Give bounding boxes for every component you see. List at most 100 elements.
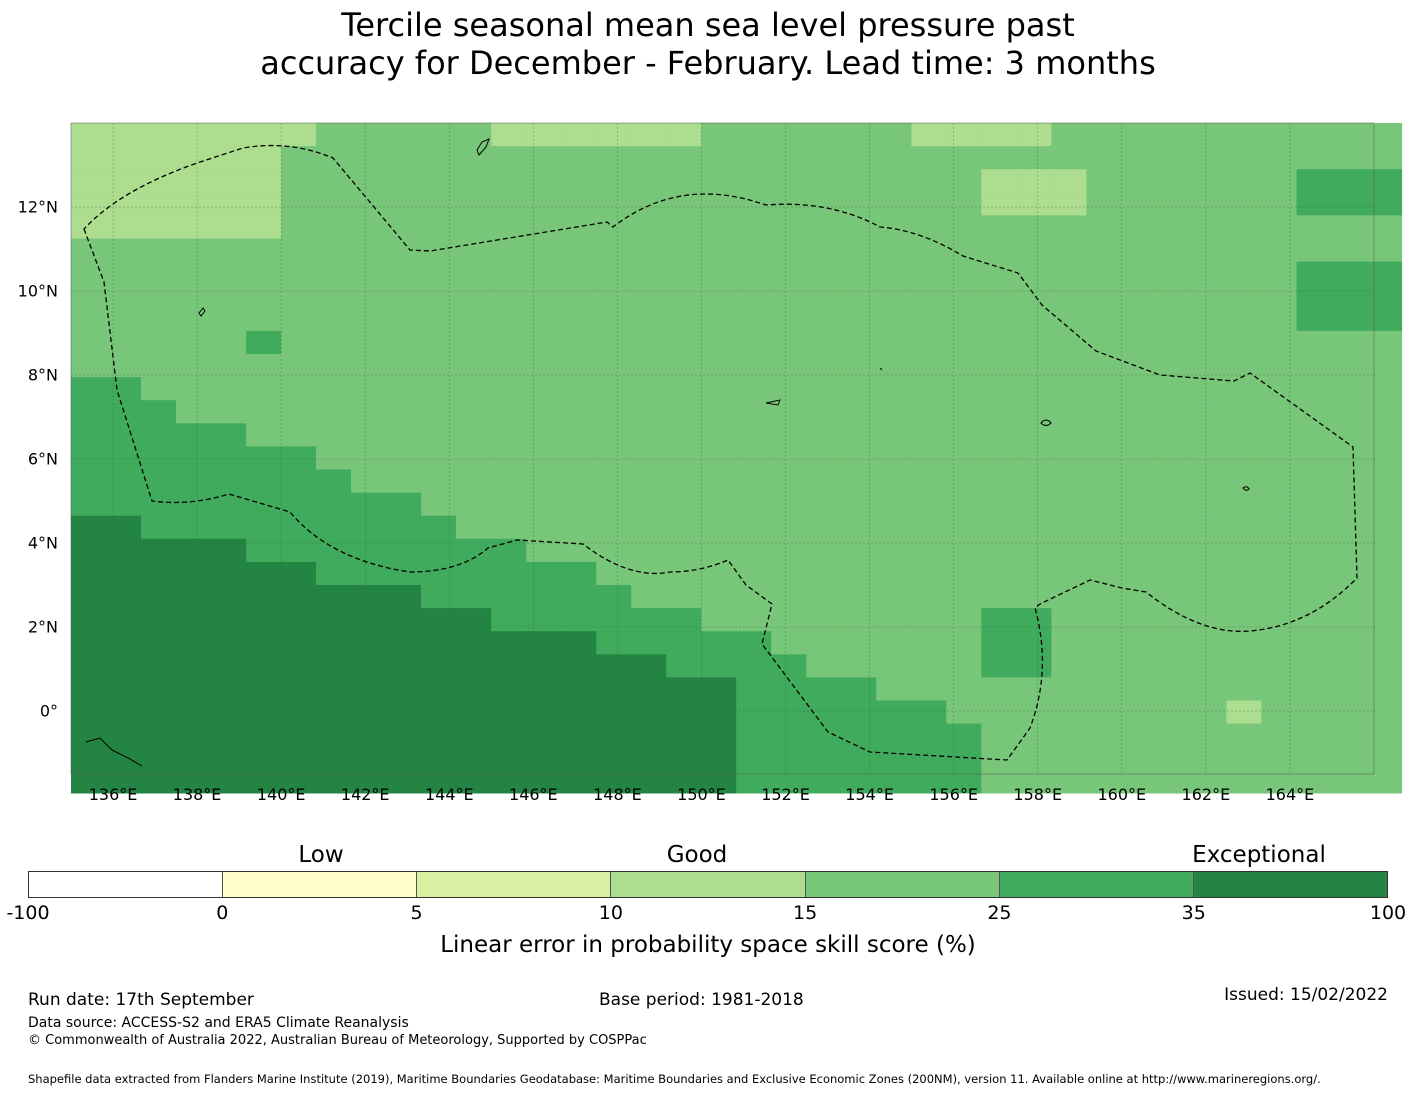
skill-cell xyxy=(701,677,737,702)
skill-cell xyxy=(141,492,177,517)
skill-cell xyxy=(71,261,107,286)
skill-cell xyxy=(806,538,842,563)
skill-cell xyxy=(386,446,422,471)
skill-cell xyxy=(1296,215,1333,240)
skill-cell xyxy=(1121,677,1157,702)
skill-cell xyxy=(561,146,597,170)
skill-cell xyxy=(316,469,352,494)
skill-cell xyxy=(841,261,877,286)
skill-cell xyxy=(736,146,772,170)
skill-cell xyxy=(771,446,807,471)
skill-cell xyxy=(1331,746,1368,771)
skill-cell xyxy=(701,585,737,609)
skill-cell xyxy=(981,746,1017,771)
skill-cell xyxy=(1226,515,1262,540)
skill-cell xyxy=(806,261,842,286)
skill-cell xyxy=(491,146,527,170)
skill-cell xyxy=(106,561,142,586)
skill-cell xyxy=(1156,261,1192,286)
skill-cell xyxy=(421,330,457,355)
skill-cell xyxy=(316,746,352,771)
skill-cell xyxy=(386,608,422,632)
skill-cell xyxy=(351,561,387,586)
skill-cell xyxy=(491,654,527,678)
skill-cell xyxy=(421,469,457,494)
skill-cell xyxy=(1191,284,1227,309)
skill-cell xyxy=(456,215,492,240)
skill-cell xyxy=(631,330,667,355)
skill-cell xyxy=(141,723,177,748)
skill-cell xyxy=(421,284,457,309)
skill-cell xyxy=(736,423,772,447)
longitude-tick: 156°E xyxy=(929,785,978,804)
skill-cell xyxy=(386,307,422,332)
skill-cell xyxy=(806,377,842,401)
colorbar-segment xyxy=(223,872,418,897)
skill-cell xyxy=(1191,354,1227,378)
skill-cell xyxy=(1156,515,1192,540)
skill-cell xyxy=(211,492,247,517)
skill-cell xyxy=(456,284,492,309)
skill-cell xyxy=(736,769,772,794)
skill-cell xyxy=(211,330,247,355)
skill-cell xyxy=(1331,169,1368,193)
skill-cell xyxy=(526,307,562,332)
skill-cell xyxy=(1296,608,1333,632)
skill-cell xyxy=(946,538,982,563)
skill-cell xyxy=(701,631,737,655)
colorbar-tick: -100 xyxy=(6,902,50,924)
skill-cell xyxy=(141,354,177,378)
skill-cell xyxy=(491,608,527,632)
skill-cell xyxy=(596,469,632,494)
skill-cell xyxy=(1016,446,1052,471)
skill-cell xyxy=(176,608,212,632)
skill-cell xyxy=(1086,608,1122,632)
skill-cell xyxy=(771,423,807,447)
colorbar-tick: 0 xyxy=(216,902,229,924)
skill-cell xyxy=(246,215,282,240)
skill-cell xyxy=(806,192,842,216)
skill-cell xyxy=(1086,515,1122,540)
skill-cell xyxy=(491,492,527,517)
skill-cell xyxy=(631,700,667,725)
skill-cell xyxy=(1051,746,1087,771)
skill-cell xyxy=(141,608,177,632)
skill-cell xyxy=(1121,515,1157,540)
skill-cell xyxy=(176,261,212,286)
skill-cell xyxy=(806,654,842,678)
skill-cell xyxy=(386,261,422,286)
skill-cell xyxy=(841,215,877,240)
skill-cell xyxy=(1366,723,1403,748)
skill-cell xyxy=(876,284,912,309)
skill-cell xyxy=(211,469,247,494)
longitude-tick: 154°E xyxy=(845,785,894,804)
skill-cell xyxy=(106,654,142,678)
skill-cell xyxy=(491,723,527,748)
skill-cell xyxy=(1366,307,1403,332)
skill-cell xyxy=(1296,631,1333,655)
skill-cell xyxy=(1261,585,1297,609)
skill-cell xyxy=(1016,654,1052,678)
skill-cell xyxy=(561,746,597,771)
skill-cell xyxy=(71,608,107,632)
skill-cell xyxy=(1366,354,1403,378)
skill-cell xyxy=(386,377,422,401)
skill-cell xyxy=(1121,123,1157,147)
skill-cell xyxy=(596,377,632,401)
skill-cell xyxy=(981,469,1017,494)
skill-cell xyxy=(631,561,667,586)
skill-cell xyxy=(701,492,737,517)
skill-cell xyxy=(141,330,177,355)
skill-cell xyxy=(1296,769,1333,794)
skill-cell xyxy=(596,446,632,471)
skill-cell xyxy=(71,123,107,147)
skill-cell xyxy=(1296,238,1333,263)
skill-cell xyxy=(386,654,422,678)
skill-cell xyxy=(1226,307,1262,332)
skill-cell xyxy=(981,284,1017,309)
skill-cell xyxy=(561,354,597,378)
skill-cell xyxy=(456,561,492,586)
skill-cell xyxy=(1261,654,1297,678)
skill-cell xyxy=(701,700,737,725)
skill-cell xyxy=(316,492,352,517)
